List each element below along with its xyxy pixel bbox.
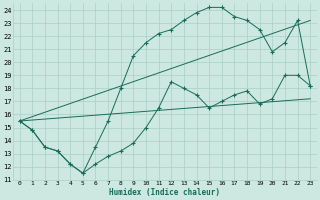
- X-axis label: Humidex (Indice chaleur): Humidex (Indice chaleur): [109, 188, 220, 197]
